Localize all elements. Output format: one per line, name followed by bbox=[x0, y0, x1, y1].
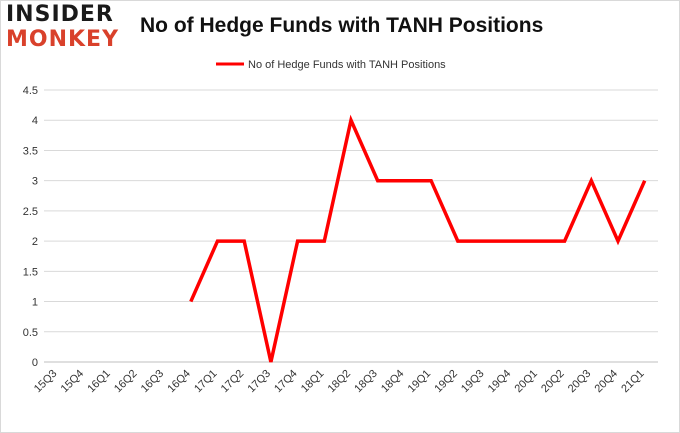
y-tick-label: 4.5 bbox=[23, 85, 38, 97]
y-tick-label: 1 bbox=[32, 297, 38, 309]
y-axis-ticks: 0 0.5 1 1.5 2 2.5 3 3.5 4 4.5 bbox=[23, 85, 38, 369]
chart-title: No of Hedge Funds with TANH Positions bbox=[140, 14, 544, 37]
x-tick-label: 17Q3 bbox=[246, 368, 274, 396]
x-tick-label: 19Q3 bbox=[459, 368, 487, 396]
x-tick-label: 20Q1 bbox=[512, 368, 540, 396]
insider-monkey-logo: INSIDER MONKEY bbox=[6, 4, 130, 56]
x-axis-ticks: 15Q3 15Q4 16Q1 16Q2 16Q3 16Q4 17Q1 17Q2 17Q3 17Q4… bbox=[32, 368, 647, 396]
x-tick-label: 18Q2 bbox=[326, 368, 354, 396]
x-tick-label: 19Q4 bbox=[486, 368, 514, 396]
series-line bbox=[189, 114, 647, 363]
legend-label: No of Hedge Funds with TANH Positions bbox=[248, 59, 446, 71]
logo-line-2: MONKEY bbox=[6, 27, 120, 52]
x-tick-label: 17Q2 bbox=[219, 368, 247, 396]
x-tick-label: 15Q4 bbox=[59, 368, 87, 396]
y-tick-label: 0.5 bbox=[23, 327, 38, 339]
x-tick-label: 16Q2 bbox=[112, 368, 140, 396]
y-tick-label: 3 bbox=[32, 176, 38, 188]
x-tick-label: 20Q4 bbox=[593, 368, 621, 396]
logo-line-1: INSIDER bbox=[6, 2, 114, 27]
x-tick-label: 21Q1 bbox=[619, 368, 647, 396]
x-tick-label: 18Q3 bbox=[352, 368, 380, 396]
y-tick-label: 0 bbox=[32, 357, 38, 369]
x-tick-label: 20Q2 bbox=[539, 368, 567, 396]
y-tick-label: 2 bbox=[32, 236, 38, 248]
y-tick-label: 1.5 bbox=[23, 266, 38, 278]
x-tick-label: 17Q4 bbox=[272, 368, 300, 396]
y-tick-label: 2.5 bbox=[23, 206, 38, 218]
y-tick-label: 4 bbox=[32, 115, 38, 127]
x-tick-label: 20Q3 bbox=[566, 368, 594, 396]
x-tick-label: 17Q1 bbox=[192, 368, 220, 396]
x-tick-label: 18Q4 bbox=[379, 368, 407, 396]
x-tick-label: 19Q1 bbox=[406, 368, 434, 396]
legend: No of Hedge Funds with TANH Positions bbox=[216, 59, 446, 71]
x-tick-label: 15Q3 bbox=[32, 368, 60, 396]
gridlines bbox=[44, 89, 658, 333]
x-tick-label: 18Q1 bbox=[299, 368, 327, 396]
series-group bbox=[189, 114, 647, 363]
x-tick-label: 16Q1 bbox=[85, 368, 113, 396]
y-tick-label: 3.5 bbox=[23, 145, 38, 157]
x-tick-label: 16Q4 bbox=[165, 368, 193, 396]
x-tick-label: 16Q3 bbox=[139, 368, 167, 396]
x-tick-label: 19Q2 bbox=[432, 368, 460, 396]
